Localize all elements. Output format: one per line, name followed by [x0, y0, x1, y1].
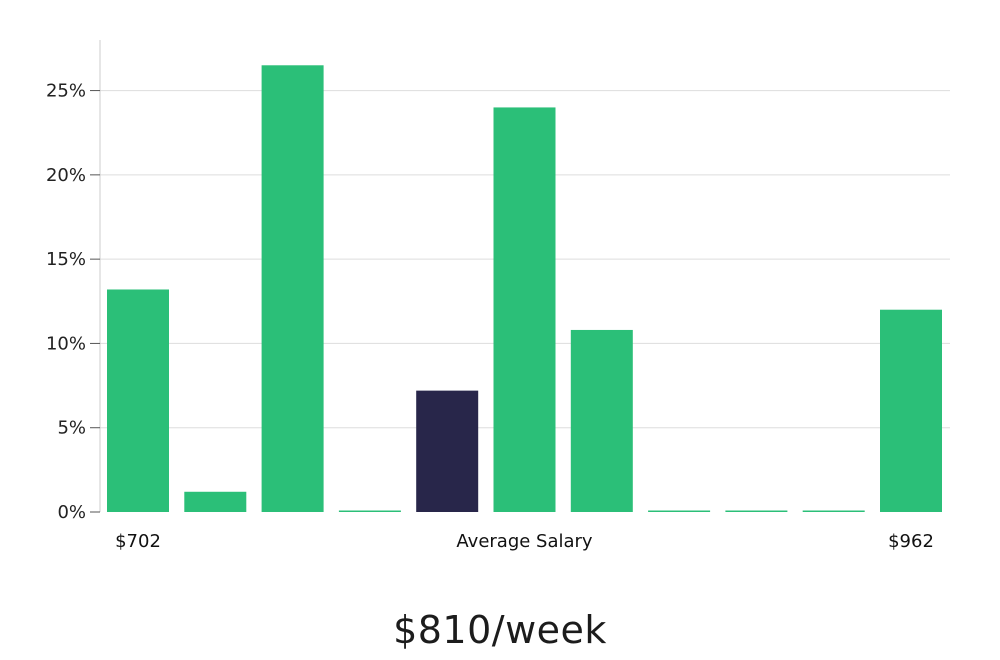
y-tick-label: 15%: [46, 249, 86, 270]
bar: [493, 107, 556, 512]
y-tick-label: 25%: [46, 81, 86, 102]
bar: [184, 491, 247, 512]
bar: [880, 309, 942, 512]
bar: [648, 510, 711, 512]
bar: [802, 510, 865, 512]
average-salary-headline: $810/week: [393, 608, 607, 652]
y-tick-label: 5%: [57, 418, 86, 439]
bar: [725, 510, 788, 512]
y-tick-label: 0%: [57, 502, 86, 523]
bar-average: [416, 390, 479, 512]
y-axis-ticks: 0% 5% 10% 15% 20% 25%: [46, 81, 100, 523]
x-label-max: $962: [888, 531, 934, 552]
x-label-min: $702: [115, 531, 161, 552]
bar: [261, 65, 324, 513]
salary-distribution-chart: 0% 5% 10% 15% 20% 25% $702 Average Salary $96…: [46, 40, 950, 552]
x-label-average: Average Salary: [456, 531, 593, 552]
bars: [107, 65, 942, 513]
bar: [338, 510, 401, 512]
bar: [570, 329, 633, 512]
y-tick-label: 20%: [46, 165, 86, 186]
bar: [107, 289, 169, 512]
y-tick-label: 10%: [46, 333, 86, 354]
